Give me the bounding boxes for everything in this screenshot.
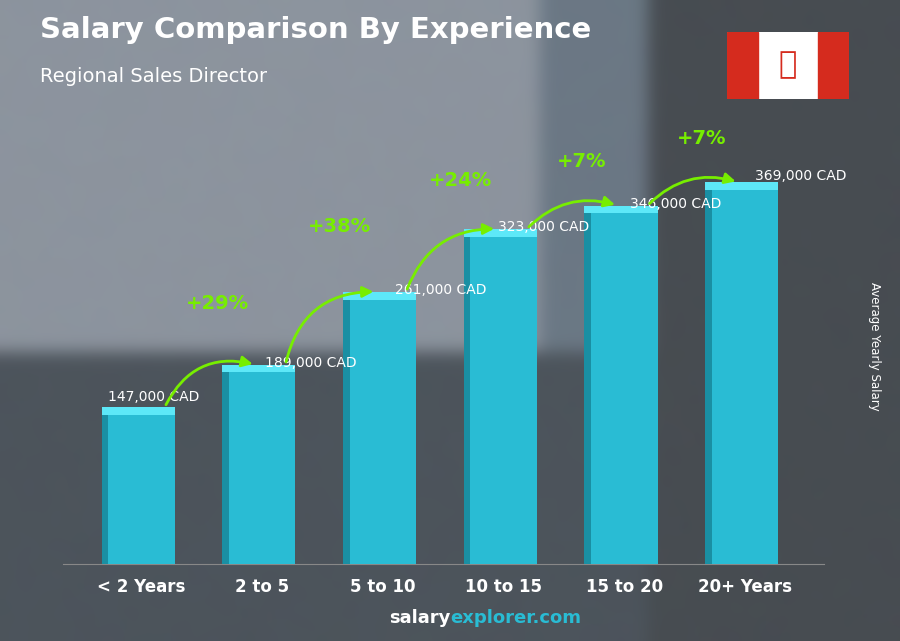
Bar [108,415,175,564]
Text: +7%: +7% [556,153,606,171]
Bar [818,32,849,99]
Bar [464,229,536,237]
Bar [727,32,758,99]
Text: explorer.com: explorer.com [450,609,581,627]
Text: 189,000 CAD: 189,000 CAD [265,356,356,370]
Text: Salary Comparison By Experience: Salary Comparison By Experience [40,16,592,44]
Text: 369,000 CAD: 369,000 CAD [755,169,846,183]
Bar [222,372,229,564]
Bar [343,292,416,299]
Bar [350,299,416,564]
Bar [464,237,471,564]
Bar [712,190,778,564]
Bar [222,365,295,372]
Text: 261,000 CAD: 261,000 CAD [395,283,487,297]
Text: 323,000 CAD: 323,000 CAD [498,221,589,235]
Text: 346,000 CAD: 346,000 CAD [630,197,722,211]
Text: 🍁: 🍁 [778,51,797,79]
Text: +38%: +38% [309,217,372,236]
Bar [584,213,591,564]
Bar [706,182,778,190]
Text: 147,000 CAD: 147,000 CAD [108,390,199,404]
Bar [471,237,536,564]
Bar [343,299,350,564]
Bar [229,372,295,564]
Bar [102,415,108,564]
Bar [706,190,712,564]
Text: +24%: +24% [429,171,492,190]
Bar [584,206,658,213]
Bar [591,213,658,564]
Text: Regional Sales Director: Regional Sales Director [40,67,267,87]
Text: Average Yearly Salary: Average Yearly Salary [868,282,881,410]
Text: +29%: +29% [186,294,249,313]
Text: +7%: +7% [678,129,727,148]
Text: salary: salary [389,609,450,627]
Bar [102,407,175,415]
